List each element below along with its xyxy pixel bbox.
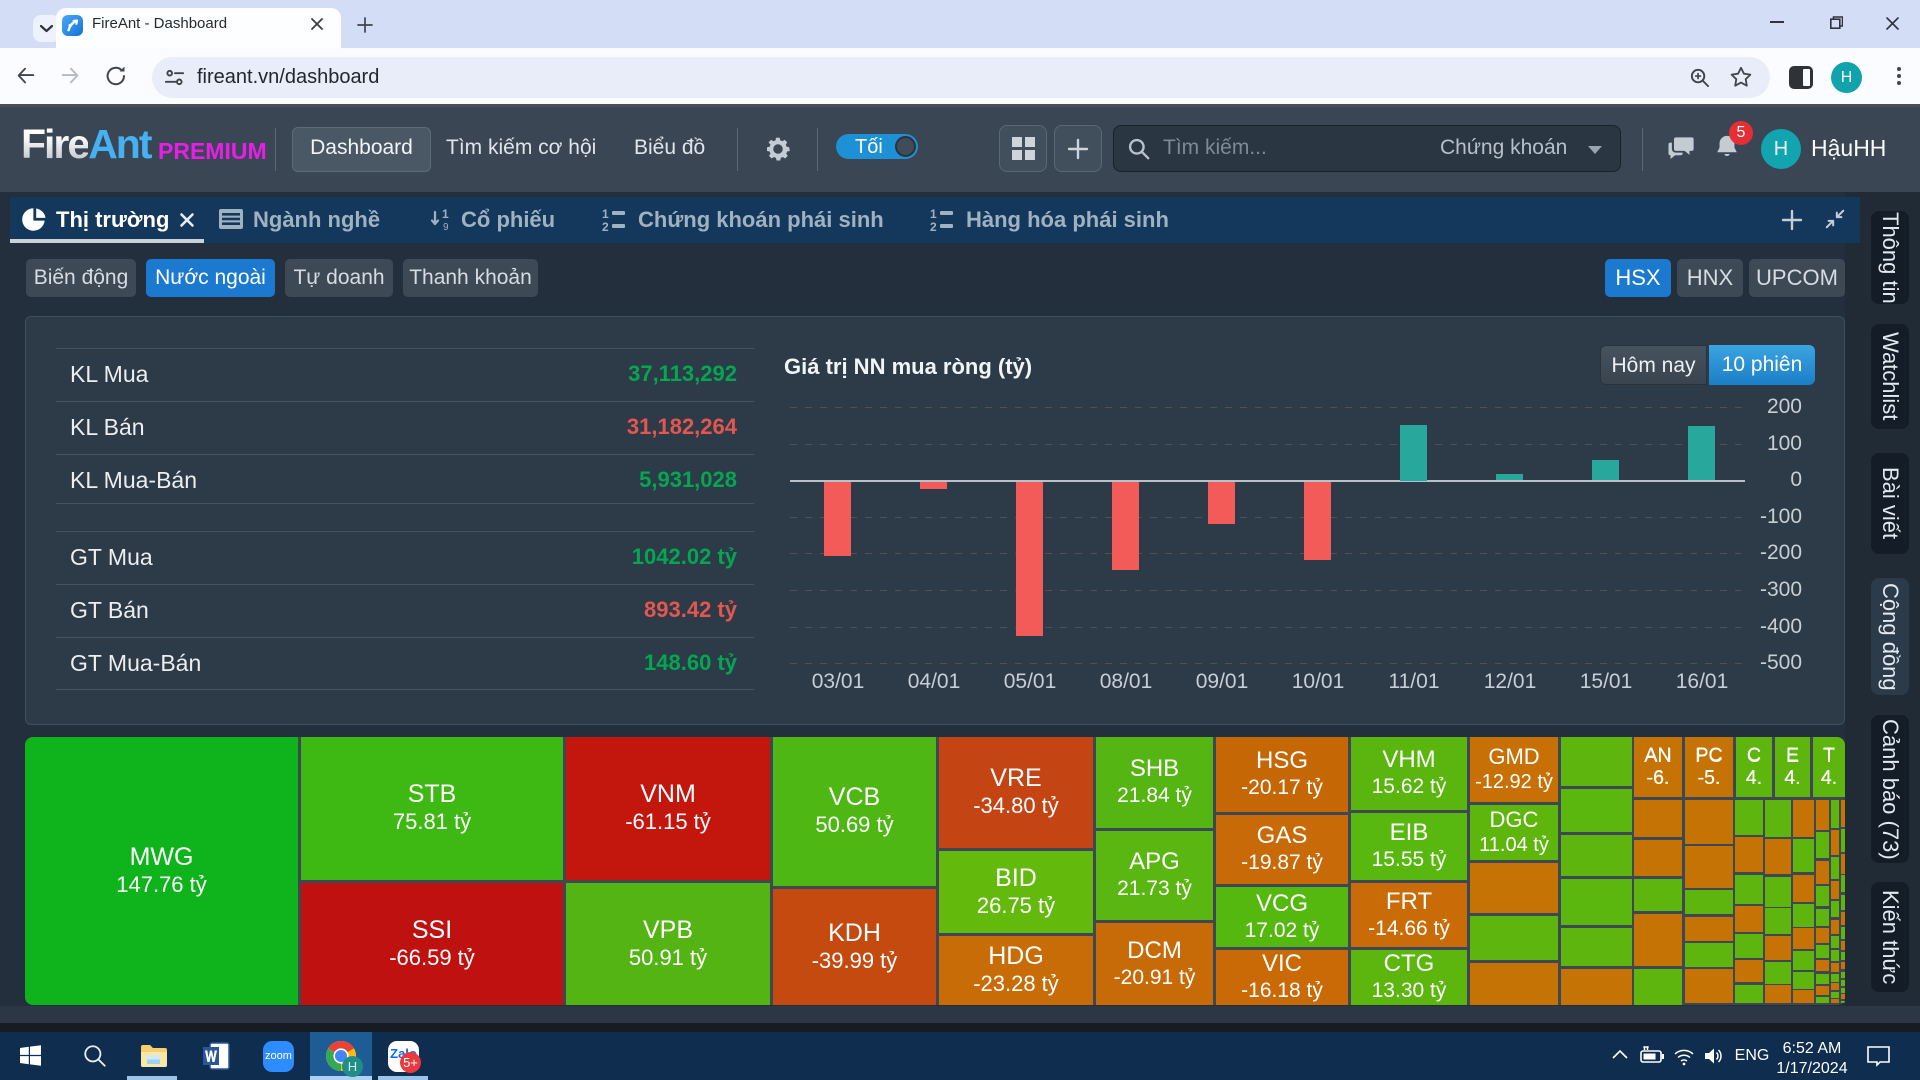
svg-text:1: 1 — [602, 207, 609, 221]
svg-text:2: 2 — [602, 220, 609, 234]
svg-text:1: 1 — [930, 207, 937, 221]
svg-text:9: 9 — [443, 222, 449, 233]
svg-text:2: 2 — [930, 220, 937, 234]
svg-text:1: 1 — [442, 207, 449, 221]
